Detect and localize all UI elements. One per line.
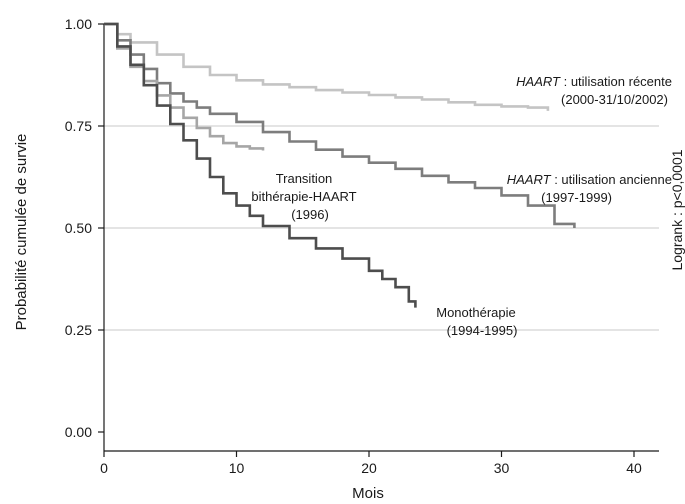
y-tick-label: 1.00 <box>65 16 92 32</box>
x-tick-label: 20 <box>361 460 377 476</box>
annotation-haart-ancienne-italic: HAART <box>507 172 552 187</box>
annotation-monotherapie-line1: Monothérapie <box>436 305 516 320</box>
annotation-monotherapie-line2: (1994-1995) <box>447 323 518 338</box>
svg-text:HAART : utilisation récente: HAART : utilisation récente <box>516 74 672 89</box>
x-axis-title: Mois <box>352 485 384 502</box>
annotation-haart-recent-period: (2000-31/10/2002) <box>561 92 668 107</box>
annotation-haart-ancienne: HAART : utilisation ancienne (1997-1999) <box>507 172 672 205</box>
axes <box>103 24 659 452</box>
annotation-haart-recent-italic: HAART <box>516 74 561 89</box>
annotation-haart-ancienne-text: : utilisation ancienne <box>551 172 672 187</box>
annotation-transition-line1: Transition <box>276 171 333 186</box>
series-line-3 <box>104 22 265 151</box>
annotation-transition: Transition bithérapie-HAART (1996) <box>251 171 356 222</box>
side-label-logrank: Logrank : p<0,0001 <box>669 149 685 270</box>
series-lines <box>104 22 576 308</box>
y-tick-label: 0.75 <box>65 118 92 134</box>
annotation-haart-recent: HAART : utilisation récente (2000-31/10/… <box>516 74 672 107</box>
annotation-transition-line2: bithérapie-HAART <box>251 189 356 204</box>
y-ticks: 0.00 0.25 0.50 0.75 1.00 <box>65 16 104 440</box>
series-line-4 <box>104 22 417 308</box>
annotation-haart-ancienne-period: (1997-1999) <box>541 190 612 205</box>
series-line-2 <box>104 22 576 228</box>
annotation-transition-line3: (1996) <box>291 207 329 222</box>
svg-text:HAART : utilisation ancienne: HAART : utilisation ancienne <box>507 172 672 187</box>
y-tick-label: 0.00 <box>65 424 92 440</box>
x-tick-label: 40 <box>626 460 642 476</box>
x-tick-label: 0 <box>100 460 108 476</box>
x-tick-label: 30 <box>494 460 510 476</box>
series-line-1 <box>104 22 550 111</box>
annotation-monotherapie: Monothérapie (1994-1995) <box>436 305 517 338</box>
x-tick-label: 10 <box>229 460 245 476</box>
y-tick-label: 0.25 <box>65 322 92 338</box>
x-ticks: 0 10 20 30 40 <box>100 451 642 476</box>
y-axis-title: Probabilité cumulée de survie <box>13 134 30 331</box>
annotation-haart-recent-text: : utilisation récente <box>560 74 672 89</box>
y-tick-label: 0.50 <box>65 220 92 236</box>
grid-lines <box>104 125 659 331</box>
